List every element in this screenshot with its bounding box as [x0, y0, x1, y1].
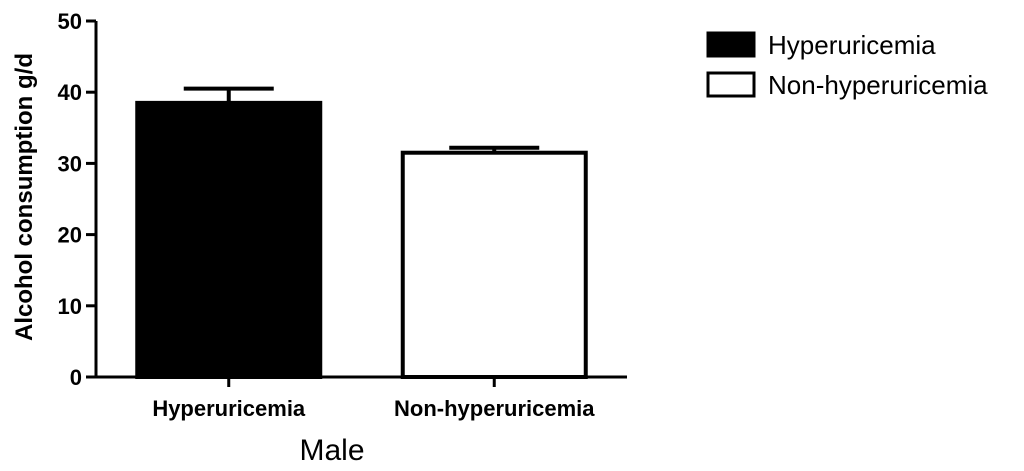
x-axis-title: Male [299, 434, 364, 467]
category-label: Non-hyperuricemia [394, 396, 595, 421]
category-label: Hyperuricemia [152, 396, 306, 421]
legend-swatch [706, 31, 756, 58]
legend-label: Non-hyperuricemia [768, 70, 988, 100]
y-axis-title: Alcohol consumption g/d [11, 53, 38, 341]
legend-swatch [706, 71, 756, 98]
y-tick-label: 50 [58, 9, 82, 34]
error-bars [183, 86, 540, 153]
y-tick-label: 10 [58, 294, 82, 319]
y-tick-label: 30 [58, 151, 82, 176]
category-labels: Hyperuricemia Non-hyperuricemia [152, 396, 595, 421]
legend: Hyperuricemia Non-hyperuricemia [706, 30, 988, 100]
legend-label: Hyperuricemia [768, 30, 936, 60]
bars [135, 100, 588, 379]
y-tick-label: 0 [70, 365, 82, 390]
bar-non-hyperuricemia [400, 150, 588, 379]
y-tick-label: 40 [58, 80, 82, 105]
y-axis: 0 10 20 30 40 50 [58, 9, 98, 390]
bar-hyperuricemia [135, 100, 323, 379]
y-tick-label: 20 [58, 223, 82, 248]
